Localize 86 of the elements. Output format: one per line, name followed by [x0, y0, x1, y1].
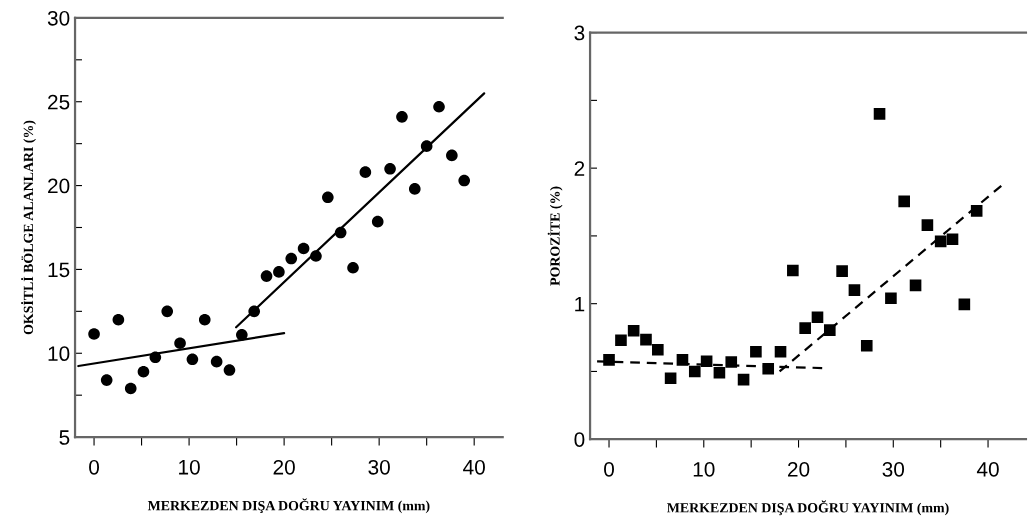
point [787, 264, 799, 277]
point [174, 337, 186, 350]
point [334, 226, 347, 239]
x-tick-label: 30 [882, 461, 905, 477]
point [420, 140, 433, 152]
point [100, 374, 113, 386]
y-tick-label: 2 [574, 161, 585, 176]
x-tick-label: 0 [604, 461, 614, 477]
y-axis-title: POROZİTE (%) [547, 186, 563, 286]
x-tick-label: 40 [463, 459, 485, 475]
point [836, 265, 848, 277]
y-tick-label: 10 [48, 346, 70, 362]
point [676, 354, 689, 366]
x-axis-title: MERKEZDEN DIŞA DOĞRU YAYINIM (mm) [147, 498, 430, 514]
point [909, 279, 922, 292]
point [652, 343, 664, 356]
point [640, 333, 652, 346]
point [408, 183, 421, 195]
y-axis-title: OKSİTLİ BÖLGE ALANLARI (%) [21, 120, 36, 335]
point [750, 345, 762, 358]
point [198, 313, 211, 326]
point [149, 351, 162, 364]
x-tick-label: 10 [179, 459, 200, 475]
point [811, 311, 824, 324]
point [946, 233, 959, 246]
point [713, 366, 726, 379]
point [236, 329, 248, 341]
point [885, 292, 897, 305]
point [210, 355, 223, 368]
point [446, 149, 458, 162]
y-tick-label: 3 [574, 25, 585, 41]
point [433, 100, 445, 113]
point [762, 362, 775, 375]
point [384, 162, 396, 175]
y-tick-label: 5 [59, 430, 70, 445]
point [934, 235, 947, 248]
point [737, 373, 750, 386]
point [124, 382, 137, 395]
point [627, 324, 640, 337]
y-tick-label: 20 [48, 178, 70, 194]
point [725, 356, 738, 368]
point [458, 174, 471, 187]
point [359, 166, 372, 178]
y-tick-label: 1 [575, 296, 585, 312]
point [285, 252, 298, 265]
point [297, 242, 310, 255]
point [898, 195, 910, 208]
point [260, 270, 273, 282]
point [615, 334, 627, 347]
x-axis-title: MERKEZDEN DIŞA DOĞRU YAYINIM (mm) [667, 500, 949, 516]
y-tick-label: 15 [48, 262, 70, 278]
point [823, 324, 836, 336]
point [921, 219, 934, 231]
point [873, 108, 886, 120]
x-tick-label: 20 [273, 459, 295, 475]
point [161, 305, 174, 318]
point [396, 111, 408, 123]
point [603, 354, 615, 366]
point [774, 345, 787, 358]
point [970, 205, 983, 217]
point [799, 322, 811, 334]
point [664, 372, 677, 385]
point [860, 339, 873, 352]
point [112, 313, 125, 326]
y-tick-label: 0 [574, 432, 585, 447]
x-tick-label: 30 [368, 459, 390, 475]
point [700, 355, 713, 368]
point [186, 353, 199, 366]
point [223, 364, 236, 376]
x-tick-label: 0 [89, 459, 100, 475]
x-tick-label: 10 [693, 461, 715, 477]
x-tick-label: 20 [788, 461, 810, 477]
point [958, 298, 971, 311]
point [688, 365, 701, 378]
point [273, 266, 285, 278]
point [347, 261, 359, 274]
point [248, 305, 260, 318]
y-tick-label: 30 [47, 10, 70, 26]
point [322, 191, 334, 204]
point [88, 328, 100, 340]
point [310, 250, 322, 262]
point [848, 284, 861, 296]
point [137, 365, 150, 378]
y-tick-label: 25 [48, 94, 70, 110]
point [371, 215, 384, 228]
x-tick-label: 40 [976, 461, 999, 477]
